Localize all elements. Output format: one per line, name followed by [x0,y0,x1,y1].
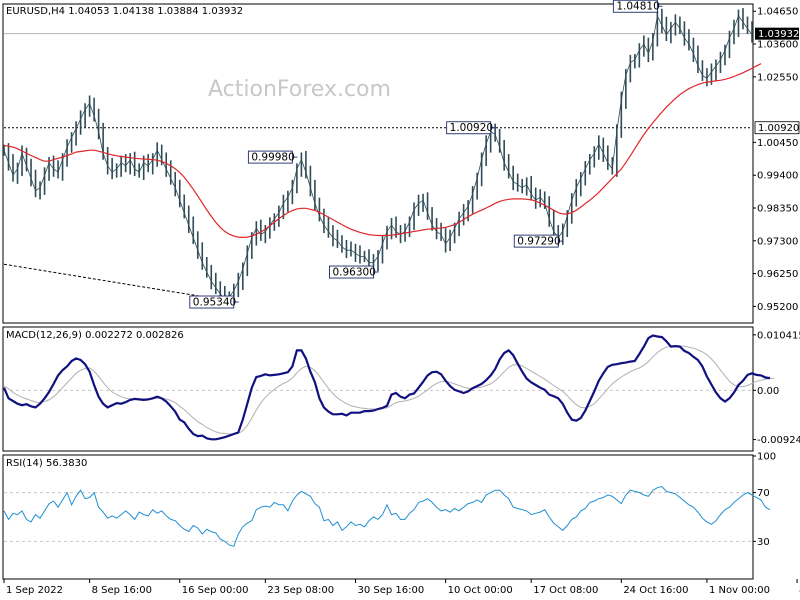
level-line-group: 1.00920 [4,121,800,135]
price-close-line [3,14,753,301]
trendline [3,263,234,303]
macd-panel: MACD(12,26,9) 0.002272 0.002826 0.010415… [2,326,800,452]
macd-panel-title: MACD(12,26,9) 0.002272 0.002826 [6,330,184,341]
x-axis-label: 1 Nov 00:00 [709,585,770,596]
x-axis-label: 10 Oct 00:00 [448,585,513,596]
rsi-panel: RSI(14) 56.3830 100 70 30 [2,452,776,580]
price-axis-tick-label: 0.98350 [757,204,798,215]
rsi-panel-frame [2,454,754,580]
x-axis-label: 16 Sep 00:00 [182,585,249,596]
rsi-series-group [3,485,771,547]
level-price-label: 1.00920 [758,123,799,134]
x-axis-label: 1 Sep 2022 [6,585,63,596]
macd-line [2,334,771,441]
time-x-axis: 1 Sep 2022 8 Sep 16:00 16 Sep 00:00 23 Sep … [3,579,800,596]
macd-axis-tick-label: 0.010415 [757,330,800,341]
current-price-label: 1.03932 [758,29,799,40]
price-axis-tick-label: 0.99400 [757,171,798,182]
price-annotations: 1.04810 1.00920 0.99980 0.96300 0.97290 0.953… [189,0,663,309]
x-axis-label: 23 Sep 08:00 [267,585,334,596]
rsi-axis-tick-label: 30 [757,537,770,548]
price-annotation-label: 0.96300 [332,267,375,279]
price-axis-tick-label: 0.96250 [757,269,798,280]
trendline-group [3,263,234,303]
price-axis-tick-label: 1.04650 [757,7,798,18]
x-axis-label: 30 Sep 16:00 [357,585,424,596]
rsi-line [3,485,771,547]
price-annotation-label: 1.00920 [450,122,493,134]
current-price-group: 1.03932 [4,27,799,40]
price-panel: ActionForex.com EURUSD,H4 1.04053 1.0413… [2,0,800,324]
macd-axis-tick-label: 0.00 [757,386,779,397]
rsi-axis-tick-label: 70 [757,488,770,499]
price-axis-tick-label: 0.97300 [757,236,798,247]
price-series-group [3,8,762,308]
price-annotation-label: 0.95340 [193,297,236,309]
macd-axis-tick-label: -0.009244 [757,435,800,446]
x-axis-label: 17 Oct 08:00 [533,585,598,596]
price-y-axis: 1.04650 1.03600 1.02550 1.00450 0.99400 0.983… [753,7,798,313]
price-annotation-label: 0.99980 [251,152,294,164]
price-axis-tick-label: 1.00450 [757,138,798,149]
price-panel-frame [2,3,754,324]
price-axis-tick-label: 0.95200 [757,302,798,313]
price-annotation-label: 0.97290 [517,236,560,248]
rsi-axis-tick-label: 100 [757,452,776,463]
macd-series-group [2,334,775,441]
rsi-level-lines [4,492,752,542]
x-axis-label: 24 Oct 16:00 [623,585,688,596]
price-axis-tick-label: 1.03600 [757,40,798,51]
price-annotation-label: 1.04810 [616,1,659,13]
macd-y-axis: 0.010415 0.00 -0.009244 [753,330,800,446]
price-panel-title: EURUSD,H4 1.04053 1.04138 1.03884 1.0393… [6,6,243,17]
moving-average-line [3,63,762,239]
rsi-panel-title: RSI(14) 56.3830 [6,458,87,469]
rsi-y-axis: 100 70 30 [753,452,776,548]
watermark: ActionForex.com [208,77,391,102]
macd-panel-frame [2,326,754,452]
x-axis-label: 8 Sep 16:00 [92,585,152,596]
price-axis-tick-label: 1.02550 [757,72,798,83]
current-price-box [755,27,799,40]
level-price-box [754,121,800,135]
